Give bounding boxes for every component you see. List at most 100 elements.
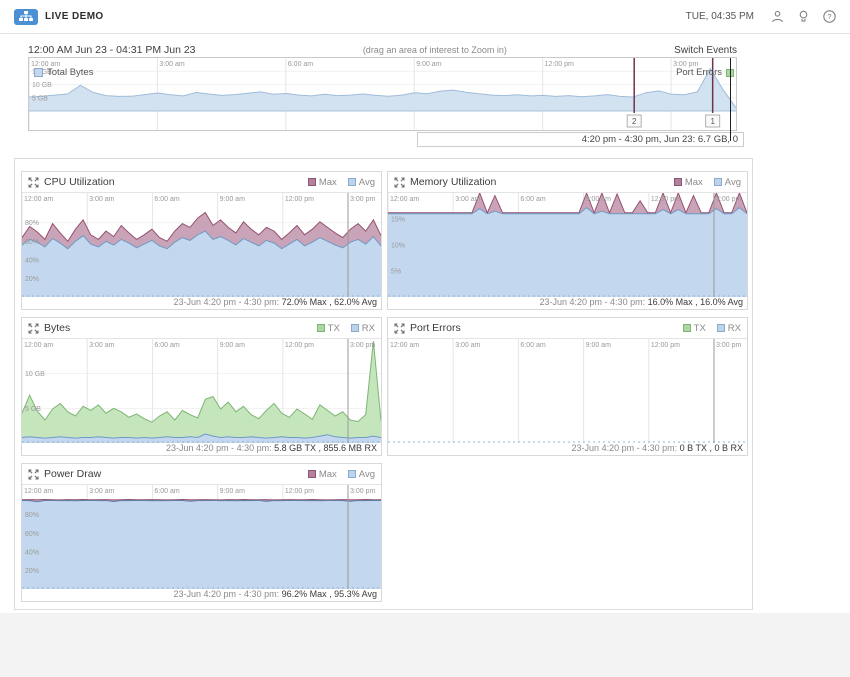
legend-tx[interactable]: TX — [682, 322, 706, 334]
panel-cpu-utilization: CPU Utilization Max Avg 12:00 am 3:00 am 6… — [21, 171, 382, 310]
port-errors-legend[interactable]: Port Errors — [676, 67, 734, 78]
panel-title: CPU Utilization — [44, 176, 115, 188]
zoom-hint-label: (drag an area of interest to Zoom in) — [362, 45, 507, 55]
svg-text:3:00 pm: 3:00 pm — [350, 342, 375, 349]
panel-title: Memory Utilization — [410, 176, 497, 188]
svg-text:9:00 am: 9:00 am — [220, 488, 245, 495]
power-draw-chart[interactable]: 12:00 am 3:00 am 6:00 am 9:00 am 12:00 pm 3:0… — [21, 485, 382, 589]
max-swatch — [673, 178, 682, 186]
svg-text:3:00 am: 3:00 am — [89, 196, 114, 203]
rx-swatch — [350, 324, 359, 332]
legend-avg-label: Avg — [724, 176, 741, 188]
expand-icon[interactable] — [28, 177, 39, 188]
memory-utilization-chart[interactable]: 12:00 am 3:00 am 6:00 am 9:00 am 12:00 pm 3:0… — [387, 191, 748, 297]
legend-rx-label: RX — [361, 322, 375, 334]
total-bytes-swatch — [34, 68, 43, 77]
legend-tx-label: TX — [327, 322, 340, 334]
legend-max[interactable]: Max — [673, 177, 703, 188]
legend-rx[interactable]: RX — [350, 322, 375, 334]
panel-caption: 23-Jun 4:20 pm - 4:30 pm: 16.0% Max , 16… — [388, 296, 747, 309]
caption-prefix: 23-Jun 4:20 pm - 4:30 pm: — [571, 443, 678, 453]
time-range-label: 12:00 AM Jun 23 - 04:31 PM Jun 23 — [28, 44, 196, 56]
panel-header: Port Errors TX RX — [388, 318, 747, 339]
svg-text:40%: 40% — [25, 257, 39, 264]
svg-text:3:00 pm: 3:00 pm — [350, 196, 375, 203]
legend-max[interactable]: Max — [307, 176, 337, 188]
caption-values: 96.2% Max , 95.3% Avg — [281, 589, 377, 599]
svg-text:80%: 80% — [25, 512, 39, 519]
avg-swatch — [713, 178, 722, 186]
svg-text:10 GB: 10 GB — [25, 371, 45, 378]
svg-text:3:00 am: 3:00 am — [89, 342, 114, 349]
total-bytes-legend[interactable]: Total Bytes — [34, 67, 93, 78]
panel-caption: 23-Jun 4:20 pm - 4:30 pm: 0 B TX , 0 B R… — [388, 442, 747, 455]
rx-swatch — [716, 324, 725, 332]
page-footer-area — [0, 613, 850, 677]
legend-avg-label: Avg — [358, 468, 375, 480]
expand-icon[interactable] — [394, 177, 405, 188]
total-bytes-area-chart[interactable]: 12:00 am 3:00 am 6:00 am 9:00 am 12:00 pm 3:0… — [28, 58, 737, 130]
app-logo[interactable] — [14, 8, 38, 25]
svg-text:12:00 am: 12:00 am — [390, 196, 419, 203]
avg-swatch — [347, 470, 356, 478]
svg-text:?: ? — [827, 12, 831, 21]
panel-header: Bytes TX RX — [22, 318, 381, 339]
port-errors-legend-label: Port Errors — [676, 67, 722, 78]
legend-tx[interactable]: TX — [316, 322, 340, 334]
expand-icon[interactable] — [28, 469, 39, 480]
caption-prefix: 23-Jun 4:20 pm - 4:30 pm: — [173, 589, 280, 599]
cpu-utilization-chart[interactable]: 12:00 am 3:00 am 6:00 am 9:00 am 12:00 pm 3:0… — [21, 193, 382, 297]
expand-icon[interactable] — [394, 323, 405, 334]
port-errors-chart[interactable]: 12:00 am 3:00 am 6:00 am 9:00 am 12:00 pm 3:0… — [387, 339, 747, 443]
legend-max-label: Max — [318, 176, 337, 188]
svg-text:9:00 am: 9:00 am — [416, 61, 441, 68]
legend-rx-label: RX — [727, 322, 741, 334]
max-swatch — [307, 178, 316, 186]
bytes-chart[interactable]: 12:00 am 3:00 am 6:00 am 9:00 am 12:00 pm 3:0… — [21, 339, 382, 443]
legend-rx[interactable]: RX — [716, 322, 741, 334]
expand-icon[interactable] — [28, 323, 39, 334]
help-icon[interactable]: ? — [822, 10, 836, 24]
svg-text:5 GB: 5 GB — [32, 95, 48, 102]
legend-avg[interactable]: Avg — [713, 176, 741, 188]
svg-text:9:00 am: 9:00 am — [586, 196, 611, 203]
svg-text:12:00 am: 12:00 am — [24, 488, 53, 495]
panel-caption: 23-Jun 4:20 pm - 4:30 pm: 5.8 GB TX , 85… — [22, 442, 381, 455]
tx-swatch — [682, 324, 691, 332]
user-icon[interactable] — [770, 10, 784, 24]
legend-max-label: Max — [318, 468, 337, 480]
svg-text:40%: 40% — [25, 549, 39, 556]
timeline-chartbox: 12:00 am 3:00 am 6:00 am 9:00 am 12:00 pm 3:0… — [28, 57, 737, 141]
current-time-cursor[interactable] — [730, 58, 731, 141]
svg-text:60%: 60% — [25, 239, 39, 246]
switch-events-label[interactable]: Switch Events — [674, 45, 737, 56]
panel-title: Port Errors — [410, 322, 461, 334]
svg-text:3:00 am: 3:00 am — [455, 342, 480, 349]
svg-text:15%: 15% — [391, 217, 405, 224]
lightbulb-icon[interactable] — [796, 10, 810, 24]
svg-text:20%: 20% — [25, 276, 39, 283]
svg-text:6:00 am: 6:00 am — [154, 342, 179, 349]
timeline-header: 12:00 AM Jun 23 - 04:31 PM Jun 23 (drag … — [28, 44, 737, 56]
svg-text:2: 2 — [632, 117, 637, 126]
svg-text:6:00 am: 6:00 am — [520, 342, 545, 349]
panel-caption: 23-Jun 4:20 pm - 4:30 pm: 96.2% Max , 95… — [22, 588, 381, 601]
legend-avg[interactable]: Avg — [347, 176, 375, 188]
topbar: LIVE DEMO TUE, 04:35 PM ? — [0, 0, 850, 34]
svg-text:9:00 am: 9:00 am — [586, 342, 611, 349]
svg-text:12:00 pm: 12:00 pm — [545, 61, 574, 68]
caption-prefix: 23-Jun 4:20 pm - 4:30 pm: — [539, 297, 646, 307]
panel-legend: Max Avg — [297, 177, 375, 188]
svg-text:6:00 am: 6:00 am — [288, 61, 313, 68]
panel-bytes: Bytes TX RX 12:00 am 3:00 am 6:00 am 9:00 a… — [21, 317, 382, 456]
legend-avg[interactable]: Avg — [347, 468, 375, 480]
brand-title: LIVE DEMO — [45, 11, 104, 22]
legend-avg-label: Avg — [358, 176, 375, 188]
caption-values: 0 B TX , 0 B RX — [679, 443, 743, 453]
panel-caption: 23-Jun 4:20 pm - 4:30 pm: 72.0% Max , 62… — [22, 296, 381, 309]
svg-text:12:00 pm: 12:00 pm — [651, 342, 680, 349]
svg-text:12:00 pm: 12:00 pm — [285, 488, 314, 495]
svg-text:5%: 5% — [391, 269, 401, 276]
legend-max[interactable]: Max — [307, 468, 337, 480]
legend-tx-label: TX — [693, 322, 706, 334]
